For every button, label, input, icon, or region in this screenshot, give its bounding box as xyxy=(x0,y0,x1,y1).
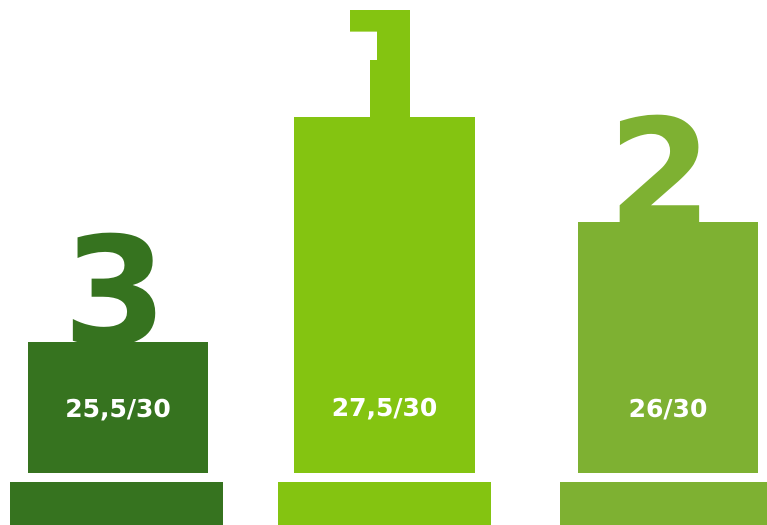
podium-block-3: 25,5/30 xyxy=(28,342,208,473)
score-label-3: 25,5/30 xyxy=(65,394,171,423)
podium-base-2 xyxy=(560,482,767,525)
podium-block-2: 26/30 xyxy=(578,222,758,473)
podium-base-3 xyxy=(10,482,223,525)
podium-base-1 xyxy=(278,482,491,525)
rank-number-1-stem xyxy=(370,60,410,120)
rank-number-1-flag xyxy=(350,10,410,64)
score-label-2: 26/30 xyxy=(628,394,708,423)
podium-block-1: 27,5/30 xyxy=(294,117,475,473)
score-label-1: 27,5/30 xyxy=(331,393,438,422)
